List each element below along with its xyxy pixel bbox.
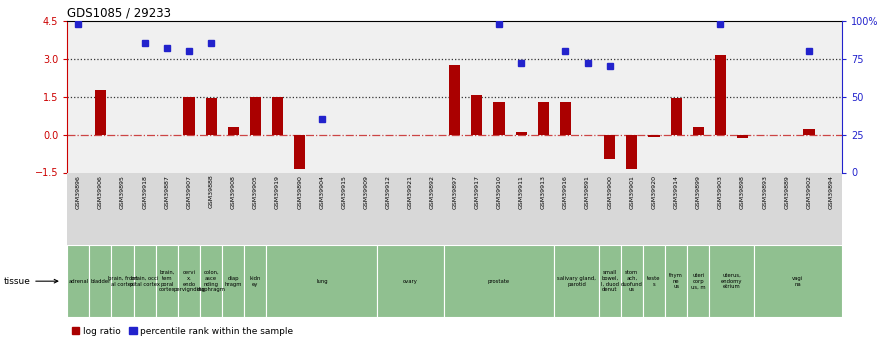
Text: GSM39892: GSM39892	[430, 175, 435, 209]
Text: GSM39897: GSM39897	[452, 175, 457, 209]
Text: small
bowel,
I, duod
denut: small bowel, I, duod denut	[600, 270, 619, 292]
Text: GSM39917: GSM39917	[474, 175, 479, 209]
Text: GSM39910: GSM39910	[496, 175, 502, 208]
Bar	[245, 245, 266, 317]
Text: GSM39890: GSM39890	[297, 175, 302, 208]
Bar	[599, 245, 621, 317]
Bar	[693, 127, 704, 135]
Bar	[250, 97, 261, 135]
Bar	[737, 135, 748, 138]
Text: GSM39902: GSM39902	[806, 175, 812, 209]
Text: GSM39888: GSM39888	[209, 175, 213, 208]
Text: GSM39891: GSM39891	[585, 175, 590, 208]
Bar	[515, 131, 527, 135]
Bar	[95, 90, 106, 135]
Bar	[670, 98, 682, 135]
Text: GSM39921: GSM39921	[408, 175, 413, 209]
Text: GSM39907: GSM39907	[186, 175, 192, 209]
Bar	[649, 135, 659, 137]
Text: GSM39896: GSM39896	[76, 175, 81, 208]
Text: GSM39895: GSM39895	[120, 175, 125, 208]
Bar	[715, 55, 726, 135]
Bar	[449, 65, 461, 135]
Bar	[266, 245, 377, 317]
Text: colon,
asce
nding
diaphragm: colon, asce nding diaphragm	[196, 270, 226, 292]
Bar	[494, 102, 504, 135]
Bar	[665, 245, 687, 317]
Text: GSM39889: GSM39889	[784, 175, 789, 208]
Bar	[626, 135, 637, 169]
Text: GSM39901: GSM39901	[629, 175, 634, 208]
Legend: log ratio, percentile rank within the sample: log ratio, percentile rank within the sa…	[72, 327, 293, 336]
Bar	[687, 245, 710, 317]
Text: GSM39914: GSM39914	[674, 175, 678, 209]
Text: bladder: bladder	[90, 279, 110, 284]
Text: diap
hragm: diap hragm	[225, 276, 242, 287]
Bar	[178, 245, 200, 317]
Text: GSM39906: GSM39906	[98, 175, 103, 208]
Text: GSM39919: GSM39919	[275, 175, 280, 209]
Bar	[111, 245, 134, 317]
Text: uteri
corp
us, m: uteri corp us, m	[691, 273, 706, 289]
Bar	[538, 102, 549, 135]
Bar	[222, 245, 245, 317]
Bar	[444, 245, 555, 317]
Bar	[710, 245, 754, 317]
Text: GSM39911: GSM39911	[519, 175, 523, 208]
Text: salivary gland,
parotid: salivary gland, parotid	[557, 276, 596, 287]
Text: GSM39898: GSM39898	[740, 175, 745, 208]
Text: tissue: tissue	[4, 277, 58, 286]
Bar	[90, 245, 111, 317]
Text: thym
ne
us: thym ne us	[669, 273, 683, 289]
Bar	[134, 245, 156, 317]
Bar	[200, 245, 222, 317]
Text: brain, occi
pital cortex: brain, occi pital cortex	[130, 276, 159, 287]
Bar	[555, 245, 599, 317]
Bar	[377, 245, 444, 317]
Text: teste
s: teste s	[647, 276, 660, 287]
Bar	[804, 129, 814, 135]
Text: adrenal: adrenal	[68, 279, 89, 284]
Text: GSM39918: GSM39918	[142, 175, 147, 208]
Bar	[604, 135, 616, 159]
Text: GSM39920: GSM39920	[651, 175, 657, 209]
Bar	[471, 95, 482, 135]
Text: GSM39899: GSM39899	[696, 175, 701, 209]
Bar	[754, 245, 842, 317]
Bar	[205, 98, 217, 135]
Text: GSM39893: GSM39893	[762, 175, 767, 209]
Text: GDS1085 / 29233: GDS1085 / 29233	[67, 7, 171, 20]
Bar	[294, 135, 306, 169]
Bar	[643, 245, 665, 317]
Text: GSM39908: GSM39908	[231, 175, 236, 208]
Text: cervi
x,
endo
pervignding: cervi x, endo pervignding	[173, 270, 205, 292]
Bar	[67, 245, 90, 317]
Text: stom
ach,
duofund
us: stom ach, duofund us	[621, 270, 642, 292]
Text: ovary: ovary	[403, 279, 418, 284]
Bar	[621, 245, 643, 317]
Text: GSM39887: GSM39887	[164, 175, 169, 208]
Text: GSM39916: GSM39916	[563, 175, 568, 208]
Text: GSM39904: GSM39904	[319, 175, 324, 209]
Text: GSM39903: GSM39903	[718, 175, 723, 209]
Bar	[272, 97, 283, 135]
Text: vagi
na: vagi na	[792, 276, 804, 287]
Bar	[560, 102, 571, 135]
Text: kidn
ey: kidn ey	[250, 276, 261, 287]
Text: GSM39900: GSM39900	[607, 175, 612, 208]
Text: GSM39915: GSM39915	[341, 175, 347, 208]
Bar	[156, 245, 178, 317]
Bar	[184, 97, 194, 135]
Text: GSM39905: GSM39905	[253, 175, 258, 208]
Text: GSM39894: GSM39894	[829, 175, 833, 209]
Text: uterus,
endomy
etrium: uterus, endomy etrium	[720, 273, 742, 289]
Bar	[228, 127, 239, 135]
Text: brain,
tem
poral
cortex: brain, tem poral cortex	[159, 270, 175, 292]
Text: GSM39909: GSM39909	[364, 175, 368, 209]
Text: brain, front
al cortex: brain, front al cortex	[108, 276, 137, 287]
Text: GSM39912: GSM39912	[386, 175, 391, 209]
Text: GSM39913: GSM39913	[541, 175, 546, 209]
Text: prostate: prostate	[488, 279, 510, 284]
Text: lung: lung	[316, 279, 328, 284]
